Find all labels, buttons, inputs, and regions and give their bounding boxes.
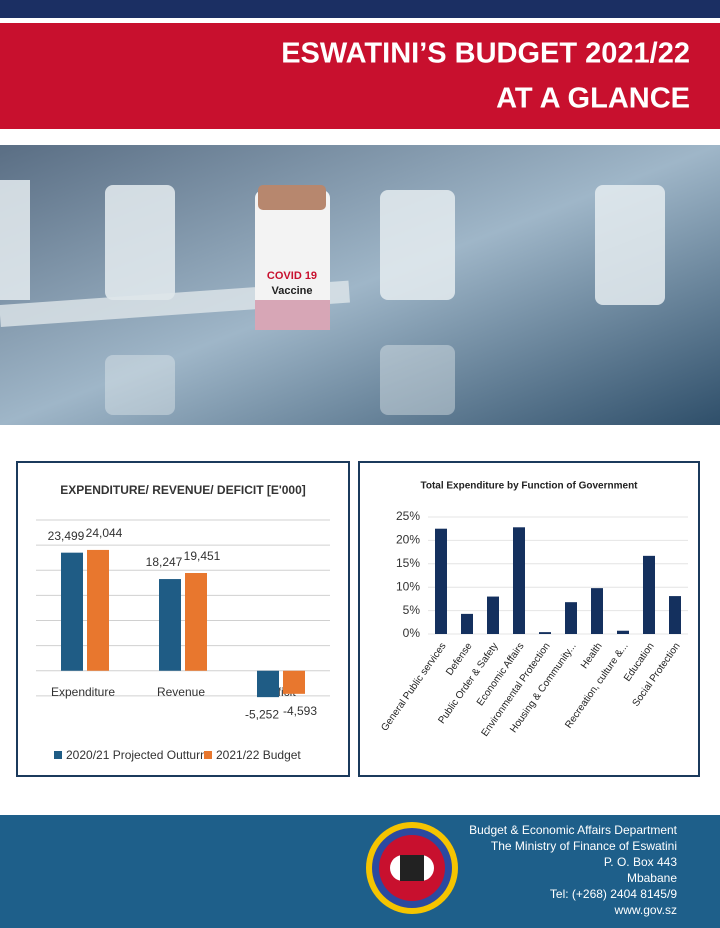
bar [565,602,577,634]
vial-label: Vaccine [272,285,313,297]
photo: COVID 19 Vaccine [0,145,720,425]
bar [283,670,305,694]
bar [617,630,629,634]
footer-line: P. O. Box 443 [604,855,677,869]
footer-text: Budget & Economic Affairs Department The … [469,823,678,917]
legend-swatch [204,751,212,759]
x-tick-label: Revenue [157,685,205,699]
title-band [0,23,720,129]
title: ESWATINI’S BUDGET 2021/22 [281,38,690,70]
vial-cap [258,185,326,210]
value-label: 23,499 [48,529,85,543]
vial-liquid [255,300,330,330]
bar [643,555,655,634]
value-label: 24,044 [86,526,123,540]
y-tick-label: 25% [396,509,420,523]
title: AT A GLANCE [496,83,690,115]
chart: Total Expenditure by Function of Governm… [358,461,700,777]
y-tick-label: 20% [396,533,420,547]
vial-label: COVID 19 [267,270,317,282]
y-tick-label: 5% [403,603,421,617]
chart: EXPENDITURE/ REVENUE/ DEFICIT [E'000] Exp… [16,461,350,777]
bar [539,632,551,634]
x-tick-label: Expenditure [51,685,115,699]
vials [0,180,665,415]
footer-line: www.gov.sz [614,903,677,917]
bar [87,549,109,671]
value-label: 19,451 [184,549,221,563]
y-tick-label: 0% [403,626,421,640]
bar [435,528,447,634]
footer-line: The Ministry of Finance of Eswatini [491,839,677,853]
value-label: -4,593 [283,704,317,718]
footer-line: Mbabane [627,871,677,885]
bar [669,596,681,634]
footer-band [0,815,720,928]
vial [255,190,330,330]
chart-title: EXPENDITURE/ REVENUE/ DEFICIT [E'000] [60,483,306,497]
legend-label: 2021/22 Budget [216,748,301,762]
y-tick-label: 10% [396,579,420,593]
legend-label: 2020/21 Projected Outturn [66,748,207,762]
bar [461,613,473,634]
bar [487,596,499,634]
chart-frame [358,461,700,777]
chart-title: Total Expenditure by Function of Governm… [420,481,638,492]
value-label: 18,247 [146,555,183,569]
bar [185,573,207,671]
emblem [366,822,458,914]
bar [61,552,83,671]
bar [513,527,525,634]
header: ESWATINI’S BUDGET 2021/22 AT A GLANCE [0,0,720,129]
bar [257,670,279,698]
value-label: -5,252 [245,707,279,721]
bar [159,579,181,671]
footer-line: Tel: (+268) 2404 8145/9 [550,887,677,901]
footer-line: Budget & Economic Affairs Department [469,823,678,837]
top-band [0,0,720,18]
footer: Budget & Economic Affairs Department The … [0,815,720,928]
bar [591,588,603,634]
y-tick-label: 15% [396,556,420,570]
legend-swatch [54,751,62,759]
